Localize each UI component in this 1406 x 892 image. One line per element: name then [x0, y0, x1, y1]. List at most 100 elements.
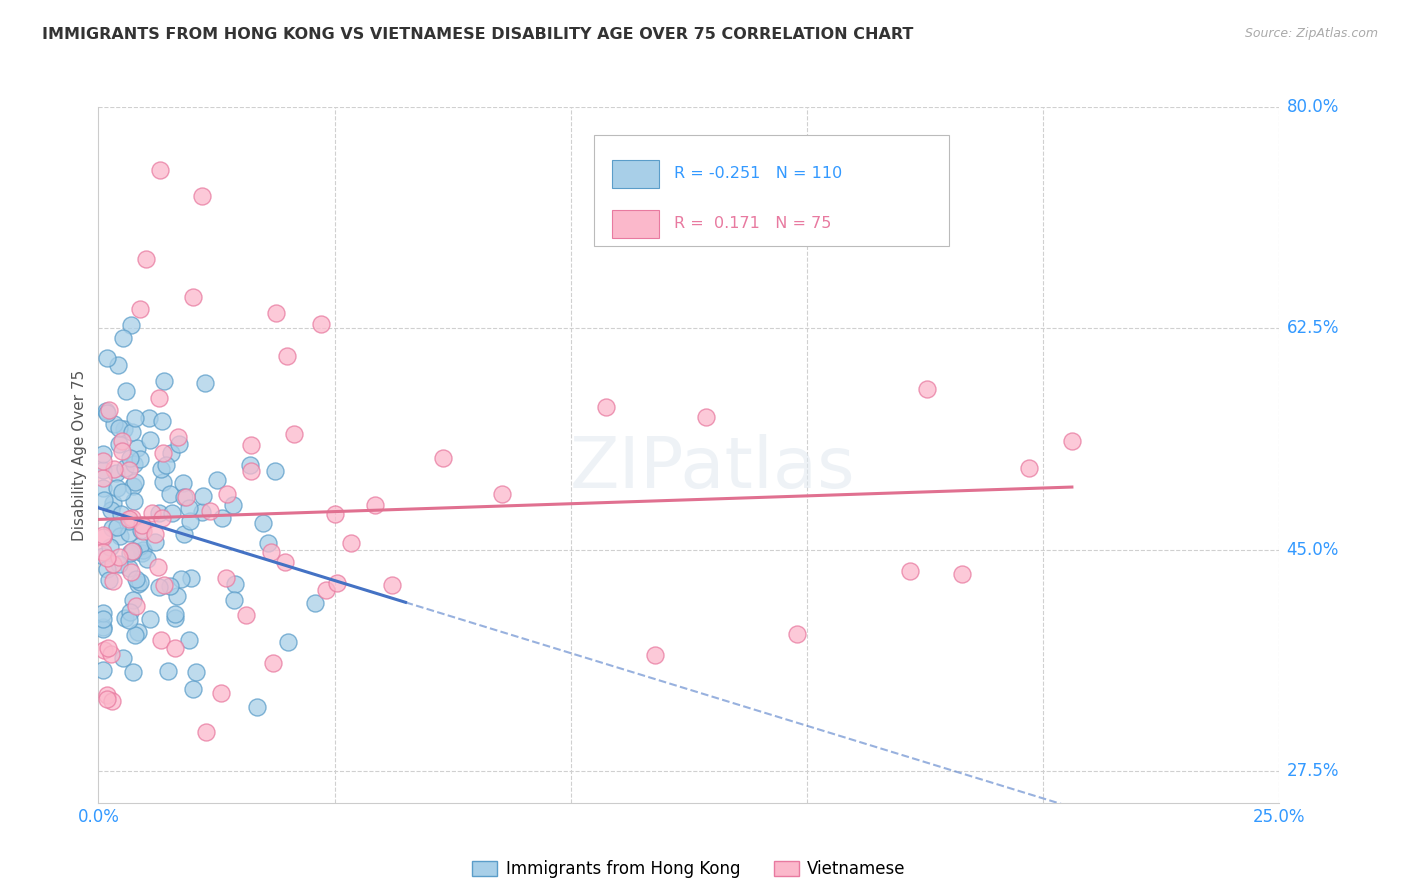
Point — [97, 640, 120, 655]
Point — [91, 471, 114, 485]
Point — [159, 579, 181, 593]
Point — [118, 545, 141, 559]
Point — [211, 510, 233, 524]
Point — [131, 524, 153, 538]
Point — [339, 536, 361, 550]
Point — [111, 434, 134, 449]
Point — [173, 490, 195, 504]
Text: R = -0.251   N = 110: R = -0.251 N = 110 — [673, 166, 842, 181]
Point — [150, 632, 173, 647]
Point — [110, 443, 132, 458]
Point — [124, 411, 146, 425]
Point — [240, 438, 263, 452]
Text: R =  0.171   N = 75: R = 0.171 N = 75 — [673, 217, 831, 231]
Point — [200, 504, 222, 518]
Point — [381, 578, 404, 592]
Point — [108, 550, 131, 565]
Point — [96, 403, 118, 417]
Point — [101, 520, 124, 534]
Point — [179, 515, 201, 529]
Point — [118, 605, 141, 619]
Point — [148, 391, 170, 405]
Point — [96, 692, 118, 706]
Point — [153, 578, 176, 592]
Point — [190, 505, 212, 519]
Point — [194, 376, 217, 391]
Point — [152, 475, 174, 489]
Point — [162, 506, 184, 520]
Point — [114, 611, 136, 625]
Point — [239, 458, 262, 473]
Point — [132, 543, 155, 558]
Point — [93, 492, 115, 507]
Point — [173, 526, 195, 541]
Point — [180, 571, 202, 585]
Point — [118, 614, 141, 628]
FancyBboxPatch shape — [612, 210, 659, 238]
Point — [96, 688, 118, 702]
Point — [93, 643, 115, 657]
Point — [91, 622, 114, 636]
Point — [309, 317, 332, 331]
Point — [91, 620, 114, 634]
Point — [121, 544, 143, 558]
Point — [103, 574, 125, 588]
Point — [950, 566, 973, 581]
Point — [129, 302, 152, 317]
Point — [100, 503, 122, 517]
Point — [174, 490, 197, 504]
Point — [326, 576, 349, 591]
Point — [98, 540, 121, 554]
Point — [205, 473, 228, 487]
Point — [138, 410, 160, 425]
Point — [101, 693, 124, 707]
Point — [97, 573, 120, 587]
Point — [170, 572, 193, 586]
Point — [114, 461, 136, 475]
Point — [148, 560, 170, 574]
Point — [107, 421, 129, 435]
Point — [224, 577, 246, 591]
Point — [152, 374, 174, 388]
Point — [323, 508, 346, 522]
Point — [252, 516, 274, 530]
Point — [160, 446, 183, 460]
Point — [108, 529, 131, 543]
Point — [135, 551, 157, 566]
Point — [149, 163, 172, 178]
Point — [274, 555, 297, 569]
Point — [169, 437, 191, 451]
Point — [111, 484, 134, 499]
Point — [91, 545, 114, 559]
Point — [148, 580, 170, 594]
Point — [121, 425, 143, 439]
Point — [96, 550, 118, 565]
Point — [257, 536, 280, 550]
Point — [91, 481, 114, 495]
Point — [103, 417, 125, 431]
Point — [127, 577, 149, 591]
Point — [110, 508, 132, 522]
Point — [91, 463, 114, 477]
Point — [121, 511, 143, 525]
Point — [364, 498, 387, 512]
Point — [644, 648, 666, 662]
Point — [150, 461, 173, 475]
FancyBboxPatch shape — [612, 160, 659, 187]
Point — [194, 724, 217, 739]
Point — [129, 523, 152, 537]
Text: 80.0%: 80.0% — [1286, 98, 1339, 116]
Text: 45.0%: 45.0% — [1286, 541, 1339, 558]
Point — [122, 457, 145, 471]
Point — [1018, 460, 1040, 475]
Point — [283, 427, 305, 442]
Point — [191, 489, 214, 503]
Point — [91, 549, 114, 564]
Point — [135, 252, 157, 266]
Point — [159, 486, 181, 500]
Point — [150, 511, 173, 525]
Point — [131, 517, 153, 532]
Point — [112, 651, 135, 665]
Point — [117, 512, 139, 526]
Point — [191, 188, 214, 202]
